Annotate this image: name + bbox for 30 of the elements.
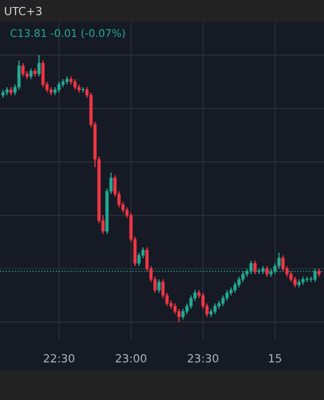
candlestick <box>281 254 285 272</box>
candlestick <box>137 252 141 267</box>
x-tick-label: 22:30 <box>44 354 74 362</box>
text: UTC+3 <box>4 6 42 16</box>
candlestick <box>181 308 185 320</box>
candlestick <box>41 60 45 88</box>
x-tick-label: 15 <box>269 354 282 362</box>
candlestick <box>157 278 161 294</box>
text: C13.81 -0.01 (-0.07%) <box>10 28 125 38</box>
candlestick <box>29 68 33 80</box>
candlestick <box>57 81 61 94</box>
x-tick-label: 23:30 <box>188 354 218 362</box>
candlestick <box>21 62 25 78</box>
candlestick <box>177 308 181 323</box>
candlestick <box>221 294 225 307</box>
candlestick <box>233 282 237 294</box>
candlestick <box>237 276 241 288</box>
candlestick <box>213 302 217 315</box>
candlestick <box>253 260 257 275</box>
candlestick <box>277 252 281 270</box>
candlestick <box>73 78 77 90</box>
candlestick <box>225 290 229 302</box>
candlestick <box>265 265 269 278</box>
candlestick <box>293 276 297 288</box>
candlestick <box>189 294 193 310</box>
candlestick <box>173 302 177 315</box>
candlestick <box>289 270 293 283</box>
x-tick-label: 23:00 <box>116 354 146 362</box>
candlestick <box>17 60 21 90</box>
candlestick <box>37 54 41 78</box>
